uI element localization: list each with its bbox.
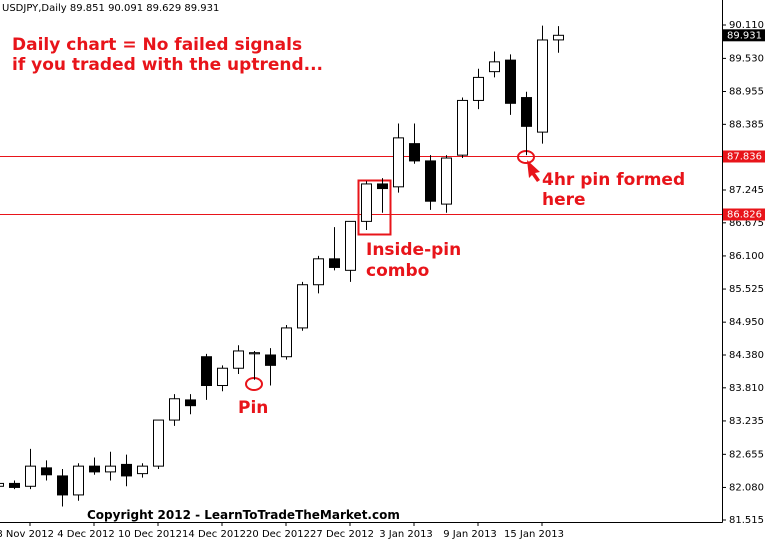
y-tick-label: 88.955 bbox=[729, 87, 764, 98]
candle-body bbox=[297, 284, 308, 329]
candle-body bbox=[313, 258, 324, 286]
candle-body bbox=[265, 354, 276, 366]
candle-body bbox=[0, 482, 4, 487]
candle-body bbox=[41, 467, 52, 476]
annotation: here bbox=[542, 190, 586, 210]
x-tick-label: 15 Jan 2013 bbox=[504, 529, 564, 540]
price-label-box bbox=[723, 29, 765, 42]
candle-body bbox=[281, 327, 292, 358]
y-tick-label: 83.235 bbox=[729, 416, 764, 427]
y-tick-label: 82.655 bbox=[729, 449, 764, 460]
current-price-label: 89.931 bbox=[727, 30, 762, 41]
candle-body bbox=[121, 463, 132, 477]
candle-body bbox=[473, 76, 484, 101]
y-tick-label: 90.110 bbox=[729, 20, 764, 31]
annotation: Pin bbox=[238, 398, 268, 418]
candle-body bbox=[393, 137, 404, 188]
candle-body bbox=[9, 482, 20, 488]
candle-body bbox=[505, 59, 516, 104]
candle-body bbox=[185, 399, 196, 407]
candle-body bbox=[489, 61, 500, 73]
arrow bbox=[527, 160, 540, 182]
x-tick-label: 28 Nov 2012 bbox=[0, 529, 54, 540]
y-tick-label: 86.675 bbox=[729, 218, 764, 229]
candle-body bbox=[441, 157, 452, 205]
candle-body bbox=[361, 183, 372, 222]
x-tick-label: 9 Jan 2013 bbox=[443, 529, 497, 540]
y-tick-label: 84.380 bbox=[729, 350, 764, 361]
candle-body bbox=[553, 34, 564, 41]
candle-body bbox=[425, 160, 436, 202]
x-tick-label: 20 Dec 2012 bbox=[246, 529, 310, 540]
candle-body bbox=[377, 183, 388, 190]
candle-body bbox=[457, 99, 468, 156]
y-tick-label: 84.950 bbox=[729, 317, 764, 328]
candle-body bbox=[105, 465, 116, 473]
x-tick-label: 27 Dec 2012 bbox=[310, 529, 374, 540]
copyright: Copyright 2012 - LearnToTradeTheMarket.c… bbox=[87, 508, 400, 522]
annotation: 4hr pin formed bbox=[542, 170, 685, 190]
candle-body bbox=[73, 465, 84, 496]
price-label: 87.836 bbox=[727, 152, 762, 163]
y-tick-label: 88.385 bbox=[729, 119, 764, 130]
y-tick-label: 85.525 bbox=[729, 284, 764, 295]
x-tick-label: 14 Dec 2012 bbox=[182, 529, 246, 540]
candle-body bbox=[57, 475, 68, 496]
y-tick-label: 89.530 bbox=[729, 53, 764, 64]
candle-body bbox=[153, 419, 164, 467]
candle-body bbox=[329, 258, 340, 268]
annotation: if you traded with the uptrend... bbox=[12, 55, 323, 75]
annotation: Inside-pin bbox=[366, 240, 461, 260]
candle-body bbox=[537, 39, 548, 133]
candle-body bbox=[521, 97, 532, 127]
highlight-box bbox=[357, 179, 392, 236]
y-tick-label: 86.100 bbox=[729, 251, 764, 262]
candle-body bbox=[89, 465, 100, 473]
y-tick-label: 87.245 bbox=[729, 185, 764, 196]
candle-body bbox=[169, 398, 180, 421]
candle-body bbox=[25, 465, 36, 487]
candle-body bbox=[345, 220, 356, 271]
y-tick-label: 83.810 bbox=[729, 383, 764, 394]
y-tick-label: 81.515 bbox=[729, 515, 764, 526]
price-label-box bbox=[723, 208, 765, 221]
x-tick-label: 4 Dec 2012 bbox=[57, 529, 115, 540]
chart-title: USDJPY,Daily 89.851 90.091 89.629 89.931 bbox=[2, 3, 219, 14]
annotation: Daily chart = No failed signals bbox=[12, 35, 302, 55]
candle-body bbox=[233, 350, 244, 369]
price-label: 86.826 bbox=[727, 210, 762, 221]
annotation: combo bbox=[366, 261, 429, 281]
candle-body bbox=[201, 356, 212, 387]
x-tick-label: 3 Jan 2013 bbox=[379, 529, 433, 540]
y-tick-label: 82.080 bbox=[729, 482, 764, 493]
candle-body bbox=[409, 143, 420, 162]
candle-body bbox=[249, 352, 260, 355]
candle-body bbox=[217, 367, 228, 387]
candle-body bbox=[137, 465, 148, 475]
x-tick-label: 10 Dec 2012 bbox=[118, 529, 182, 540]
price-label-box bbox=[723, 150, 765, 163]
